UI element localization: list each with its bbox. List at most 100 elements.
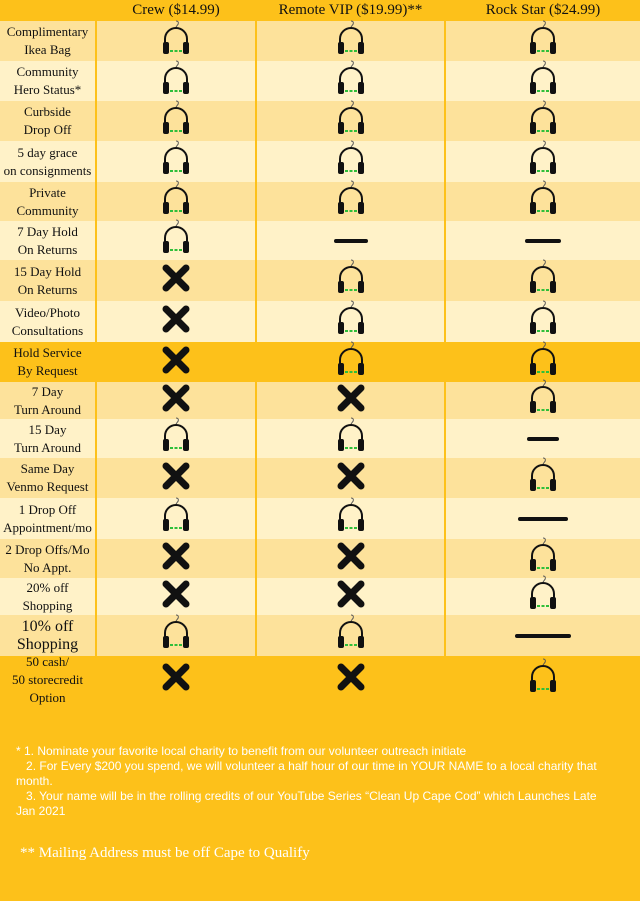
x-mark-icon xyxy=(337,663,365,696)
row-label: 20% off Shopping xyxy=(22,579,73,613)
cell-crew xyxy=(97,219,255,262)
x-mark-icon xyxy=(162,462,190,495)
row-label: Video/Photo Consultations xyxy=(11,304,84,338)
cell-crew xyxy=(97,60,255,103)
headphones-icon xyxy=(161,100,191,143)
cell-remote-vip xyxy=(257,417,444,460)
cell-rock-star xyxy=(446,100,640,141)
headphones-icon xyxy=(336,60,366,103)
row-label: 1 Drop Off Appointment/mo xyxy=(3,501,92,535)
cell-rock-star xyxy=(446,259,640,302)
footnotes: * 1. Nominate your favorite local charit… xyxy=(16,744,618,819)
headphones-icon xyxy=(161,417,191,460)
headphones-icon xyxy=(528,537,558,580)
cell-crew xyxy=(97,180,255,223)
cell-rock-star xyxy=(446,498,640,539)
headphones-icon xyxy=(528,575,558,618)
table-row: 10% off Shopping xyxy=(0,614,640,656)
table-row: 2 Drop Offs/Mo No Appt. xyxy=(0,537,640,580)
headphones-icon xyxy=(161,60,191,103)
headphones-icon xyxy=(161,140,191,183)
cell-rock-star xyxy=(446,379,640,422)
cell-crew xyxy=(97,539,255,578)
cell-rock-star xyxy=(446,615,640,656)
cell-crew xyxy=(97,342,255,382)
cell-remote-vip xyxy=(257,497,444,540)
headphones-icon xyxy=(528,259,558,302)
footnote-3: 3. Your name will be in the rolling cred… xyxy=(16,789,600,818)
dash-icon xyxy=(525,238,561,243)
cell-crew xyxy=(97,578,255,615)
cell-rock-star xyxy=(446,656,640,703)
table-row: Private Community xyxy=(0,180,640,223)
table-row: 15 Day Hold On Returns xyxy=(0,259,640,302)
row-label: Same Day Venmo Request xyxy=(6,461,89,494)
cell-rock-star xyxy=(446,419,640,458)
headphones-icon xyxy=(336,417,366,460)
cell-rock-star xyxy=(446,221,640,260)
cell-remote-vip xyxy=(257,458,444,498)
row-label: 15 Day Turn Around xyxy=(13,421,82,455)
headphones-icon xyxy=(161,497,191,540)
x-mark-icon xyxy=(162,264,190,297)
headphones-icon xyxy=(336,100,366,143)
cell-crew xyxy=(97,417,255,460)
headphones-icon xyxy=(528,300,558,343)
headphones-icon xyxy=(336,300,366,343)
column-header-crew: Crew ($14.99) xyxy=(132,2,220,18)
cell-rock-star xyxy=(446,20,640,63)
cell-remote-vip xyxy=(257,221,444,260)
cell-crew xyxy=(97,100,255,143)
table-row: Complimentary Ikea Bag xyxy=(0,20,640,63)
column-header-rock-star: Rock Star ($24.99) xyxy=(485,2,601,18)
cell-remote-vip xyxy=(257,100,444,143)
cell-remote-vip xyxy=(257,20,444,63)
cell-remote-vip xyxy=(257,656,444,703)
x-mark-icon xyxy=(162,580,190,613)
dash-icon xyxy=(333,238,368,243)
column-separator xyxy=(95,21,97,703)
cell-remote-vip xyxy=(257,614,444,656)
cell-remote-vip xyxy=(257,539,444,578)
cell-rock-star xyxy=(446,60,640,101)
headphones-icon xyxy=(336,180,366,223)
headphones-icon xyxy=(336,341,366,384)
cell-remote-vip xyxy=(257,341,444,384)
cell-crew xyxy=(97,497,255,540)
cell-crew xyxy=(97,301,255,342)
cell-remote-vip xyxy=(257,180,444,223)
x-mark-icon xyxy=(162,542,190,575)
footnote-1: * 1. Nominate your favorite local charit… xyxy=(16,744,467,758)
headphones-icon xyxy=(336,20,366,63)
footnote-2: 2. For Every $200 you spend, we will vol… xyxy=(16,759,601,788)
headphones-icon xyxy=(161,180,191,223)
headphones-icon xyxy=(336,259,366,302)
row-label: Private Community xyxy=(16,184,79,218)
headphones-icon xyxy=(161,219,191,262)
dash-icon xyxy=(527,436,559,441)
x-mark-icon xyxy=(337,580,365,613)
cell-crew xyxy=(97,260,255,301)
headphones-icon xyxy=(528,658,558,701)
headphones-icon xyxy=(528,379,558,422)
cell-rock-star xyxy=(446,300,640,343)
mailing-note: ** Mailing Address must be off Cape to Q… xyxy=(20,845,310,861)
column-header-remote-vip: Remote VIP ($19.99)** xyxy=(278,2,423,18)
row-label: Complimentary Ikea Bag xyxy=(6,24,89,57)
x-mark-icon xyxy=(162,305,190,338)
headphones-icon xyxy=(336,497,366,540)
headphones-icon xyxy=(336,140,366,183)
headphones-icon xyxy=(528,20,558,63)
cell-remote-vip xyxy=(257,60,444,103)
row-label: 50 cash/ 50 storecredit Option xyxy=(11,653,84,705)
cell-crew xyxy=(97,656,255,703)
x-mark-icon xyxy=(162,346,190,379)
row-label: 10% off Shopping xyxy=(16,617,79,653)
table-row: 20% off Shopping xyxy=(0,575,640,618)
cell-crew xyxy=(97,20,255,61)
cell-rock-star xyxy=(446,341,640,382)
row-label: Community Hero Status* xyxy=(13,64,82,97)
cell-remote-vip xyxy=(257,300,444,343)
cell-remote-vip xyxy=(257,578,444,615)
cell-crew xyxy=(97,458,255,498)
